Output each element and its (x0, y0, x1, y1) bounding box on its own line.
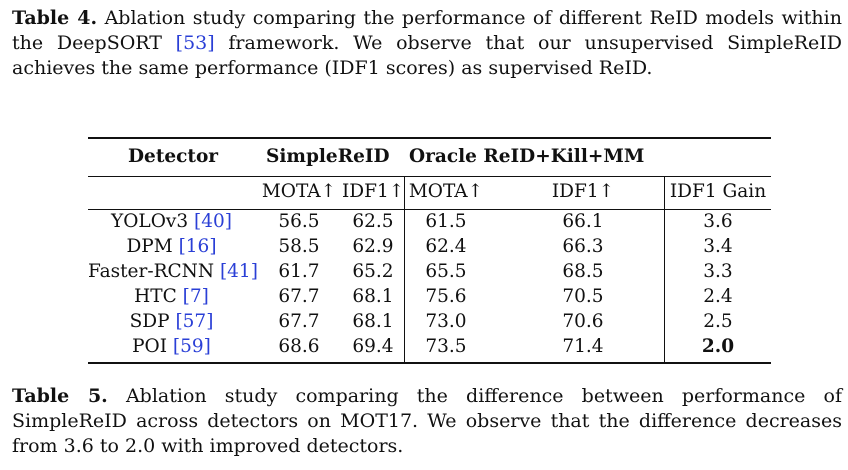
cell-detector: Faster-RCNN [41] (88, 261, 258, 283)
bottom-rule (88, 362, 771, 364)
cell-simplereid-idf1: 68.1 (352, 286, 394, 307)
table-4-caption: Table 4. Ablation study comparing the pe… (12, 6, 842, 81)
cell-oracle-mota: 61.5 (425, 211, 467, 232)
top-rule (88, 137, 771, 139)
cell-oracle-idf1: 70.5 (562, 286, 604, 307)
header-oracle: Oracle ReID+Kill+MM (409, 146, 645, 167)
cell-simplereid-mota: 61.7 (278, 261, 320, 282)
cell-oracle-idf1: 71.4 (562, 336, 604, 357)
cell-detector: YOLOv3 [40] (88, 211, 255, 233)
citation-link[interactable]: [41] (219, 261, 258, 282)
cell-oracle-idf1: 70.6 (562, 311, 604, 332)
detector-name: SDP (129, 311, 170, 332)
cell-simplereid-mota: 68.6 (278, 336, 320, 357)
cell-detector: HTC [7] (88, 286, 255, 308)
cell-idf1-gain: 2.5 (703, 311, 733, 332)
subheader-rule (88, 209, 771, 210)
cell-oracle-idf1: 66.1 (562, 211, 604, 232)
detector-name: Faster-RCNN (88, 261, 215, 282)
subheader-simplereid-mota: MOTA↑ (261, 181, 337, 202)
column-divider-gain (664, 177, 665, 362)
cell-idf1-gain: 2.0 (701, 336, 735, 357)
header-detector: Detector (128, 146, 219, 167)
header-rule (88, 176, 771, 177)
cell-detector: DPM [16] (88, 236, 255, 258)
cell-oracle-mota: 65.5 (425, 261, 467, 282)
header-simplereid: SimpleReID (266, 146, 390, 167)
cell-oracle-idf1: 68.5 (562, 261, 604, 282)
table-4-caption-text: Ablation study comparing the performance… (12, 7, 842, 54)
cell-simplereid-idf1: 62.5 (352, 211, 394, 232)
table-4-caption-text-end: framework. We observe that our unsupervi… (12, 32, 842, 79)
column-divider-simplereid (404, 177, 405, 362)
subheader-idf1-gain: IDF1 Gain (669, 181, 767, 202)
cell-simplereid-idf1: 68.1 (352, 311, 394, 332)
cell-simplereid-idf1: 62.9 (352, 236, 394, 257)
cell-simplereid-idf1: 65.2 (352, 261, 394, 282)
cell-simplereid-mota: 56.5 (278, 211, 320, 232)
cell-idf1-gain: 3.4 (703, 236, 733, 257)
table-5-label: Table 5. (12, 385, 108, 407)
cell-oracle-mota: 75.6 (425, 286, 467, 307)
cell-simplereid-mota: 58.5 (278, 236, 320, 257)
results-table: Detector SimpleReID Oracle ReID+Kill+MM … (88, 137, 771, 364)
citation-link[interactable]: [59] (172, 336, 211, 357)
table-5-caption: Table 5. Ablation study comparing the di… (12, 384, 842, 459)
cell-idf1-gain: 3.3 (703, 261, 733, 282)
detector-name: YOLOv3 (111, 211, 189, 232)
cell-oracle-mota: 62.4 (425, 236, 467, 257)
cell-simplereid-mota: 67.7 (278, 311, 320, 332)
cell-detector: SDP [57] (88, 311, 255, 333)
table-4-label: Table 4. (12, 7, 98, 29)
subheader-simplereid-idf1: IDF1↑ (342, 181, 405, 202)
cell-simplereid-idf1: 69.4 (352, 336, 394, 357)
table-5-caption-text: Ablation study comparing the difference … (12, 385, 842, 457)
citation-link[interactable]: [7] (182, 286, 209, 307)
cell-oracle-idf1: 66.3 (562, 236, 604, 257)
citation-link[interactable]: [16] (178, 236, 217, 257)
cell-detector: POI [59] (88, 336, 255, 358)
detector-name: DPM (126, 236, 173, 257)
citation-link[interactable]: [40] (193, 211, 232, 232)
citation-link[interactable]: [57] (175, 311, 214, 332)
cell-oracle-mota: 73.5 (425, 336, 467, 357)
cell-oracle-mota: 73.0 (425, 311, 467, 332)
citation-link[interactable]: [53] (175, 32, 215, 54)
subheader-oracle-idf1: IDF1↑ (551, 181, 615, 202)
subheader-oracle-mota: MOTA↑ (408, 181, 484, 202)
detector-name: POI (132, 336, 168, 357)
cell-simplereid-mota: 67.7 (278, 286, 320, 307)
cell-idf1-gain: 3.6 (703, 211, 733, 232)
detector-name: HTC (134, 286, 177, 307)
cell-idf1-gain: 2.4 (703, 286, 733, 307)
